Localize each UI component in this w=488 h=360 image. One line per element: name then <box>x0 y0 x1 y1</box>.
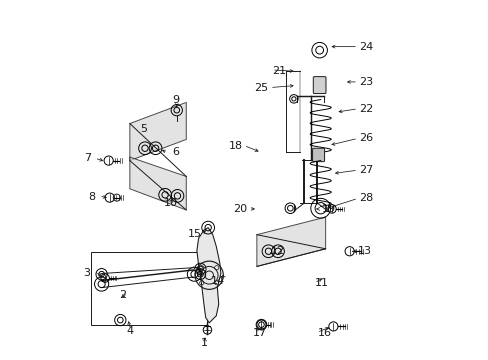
Text: 14: 14 <box>210 275 224 285</box>
Polygon shape <box>197 228 221 323</box>
Text: 12: 12 <box>270 246 285 256</box>
Text: 5: 5 <box>140 124 147 134</box>
Text: 9: 9 <box>172 95 179 104</box>
Text: 16: 16 <box>317 328 331 338</box>
Text: 8: 8 <box>88 192 96 202</box>
Text: 22: 22 <box>358 104 372 114</box>
Text: 4: 4 <box>126 326 133 336</box>
Text: 28: 28 <box>358 193 372 203</box>
Text: 13: 13 <box>357 246 371 256</box>
Text: 23: 23 <box>358 77 372 87</box>
FancyBboxPatch shape <box>313 77 325 94</box>
Text: 18: 18 <box>228 141 242 152</box>
Text: 6: 6 <box>172 148 179 157</box>
Text: 11: 11 <box>314 278 328 288</box>
Text: 2: 2 <box>119 290 126 300</box>
Text: 20: 20 <box>233 204 247 214</box>
Text: 17: 17 <box>253 328 267 338</box>
Bar <box>91 252 207 325</box>
Text: 7: 7 <box>84 153 91 163</box>
Text: 15: 15 <box>188 229 202 239</box>
Text: 24: 24 <box>358 42 372 51</box>
FancyBboxPatch shape <box>312 148 324 162</box>
Text: 1: 1 <box>200 338 207 348</box>
Polygon shape <box>130 102 186 161</box>
Text: 21: 21 <box>271 66 285 76</box>
Text: 27: 27 <box>358 165 372 175</box>
Text: 26: 26 <box>358 133 372 143</box>
Text: 19: 19 <box>321 204 335 214</box>
Text: 25: 25 <box>254 82 268 93</box>
Text: 10: 10 <box>163 198 177 208</box>
Polygon shape <box>130 157 186 210</box>
Text: 3: 3 <box>83 269 90 279</box>
Polygon shape <box>256 217 325 266</box>
